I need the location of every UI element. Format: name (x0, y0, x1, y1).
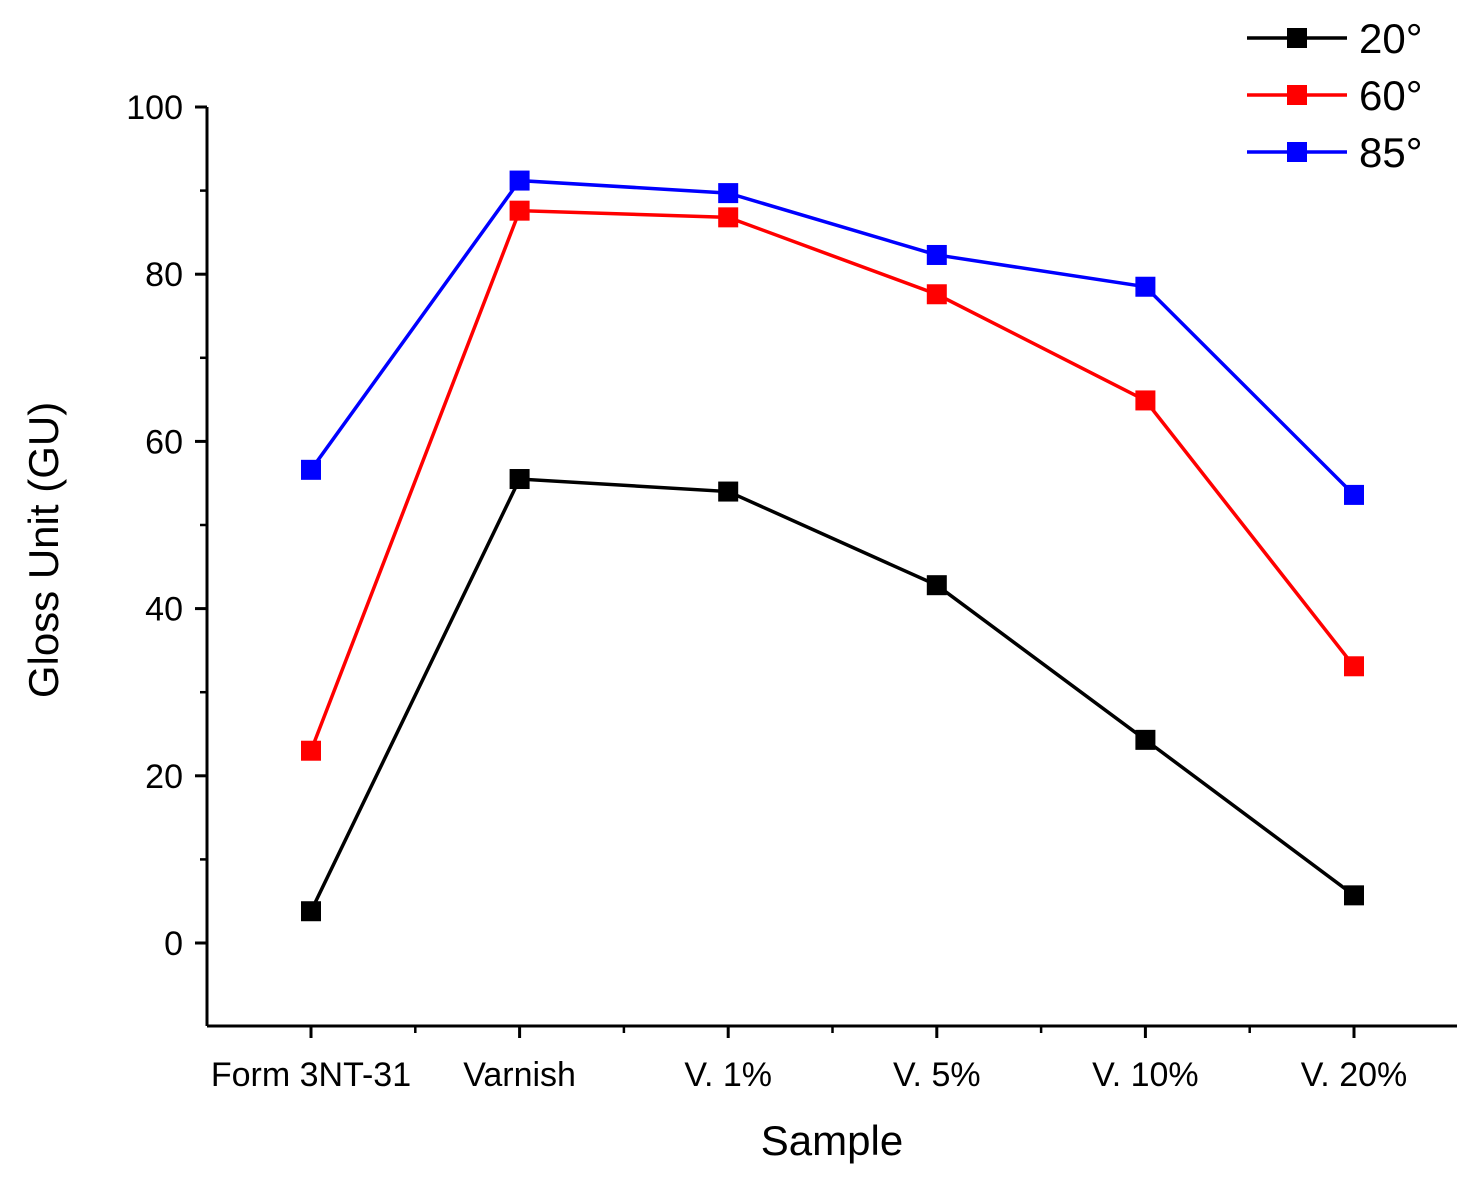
y-tick-label: 20 (145, 758, 183, 796)
legend-label: 20° (1359, 15, 1423, 62)
y-axis-title: Gloss Unit (GU) (20, 402, 67, 698)
legend-marker (1287, 142, 1307, 162)
data-point (926, 575, 947, 596)
series-line (309, 208, 1356, 752)
series-0 (301, 469, 1364, 922)
data-point (301, 740, 321, 761)
x-axis-title: Sample (761, 1117, 903, 1164)
x-tick-label: Form 3NT-31 (211, 1056, 411, 1094)
legend-item: 20° (1247, 15, 1423, 62)
y-tick-label: 60 (145, 423, 183, 461)
data-point (509, 469, 530, 490)
axes: 0 20 40 60 80 100 Form 3NT-31 Varnish V. 1% V. 5%… (126, 89, 1457, 1094)
series-1 (301, 200, 1364, 761)
data-point (1135, 276, 1156, 297)
data-point (1344, 885, 1364, 906)
data-point (509, 200, 530, 221)
series-layer (301, 170, 1364, 922)
data-point (718, 207, 739, 228)
x-tick-label: V. 20% (1301, 1056, 1408, 1094)
data-point (301, 459, 321, 480)
legend-label: 60° (1359, 72, 1423, 119)
y-tick-label: 0 (164, 925, 183, 963)
data-point (926, 284, 947, 305)
legend-marker (1287, 85, 1307, 105)
data-point (1344, 656, 1364, 677)
series-2 (301, 170, 1364, 505)
legend: 20° 60° 85° (1247, 15, 1423, 176)
data-point (1135, 729, 1156, 750)
x-tick-label: V. 1% (684, 1056, 772, 1094)
series-line (309, 477, 1356, 912)
data-point (509, 170, 530, 191)
x-tick-label: Varnish (463, 1056, 576, 1094)
x-tick-label: V. 5% (893, 1056, 981, 1094)
data-point (301, 901, 321, 922)
series-line (309, 178, 1356, 497)
y-tick-label: 40 (145, 591, 183, 629)
data-point (1344, 484, 1364, 505)
data-point (1135, 390, 1156, 411)
y-tick-label: 100 (126, 89, 183, 127)
data-point (926, 244, 947, 265)
legend-marker (1287, 28, 1307, 48)
data-point (718, 183, 739, 204)
legend-item: 60° (1247, 72, 1423, 119)
legend-label: 85° (1359, 129, 1423, 176)
legend-item: 85° (1247, 129, 1423, 176)
x-tick-label: V. 10% (1092, 1056, 1199, 1094)
data-point (718, 481, 739, 502)
y-tick-label: 80 (145, 256, 183, 294)
